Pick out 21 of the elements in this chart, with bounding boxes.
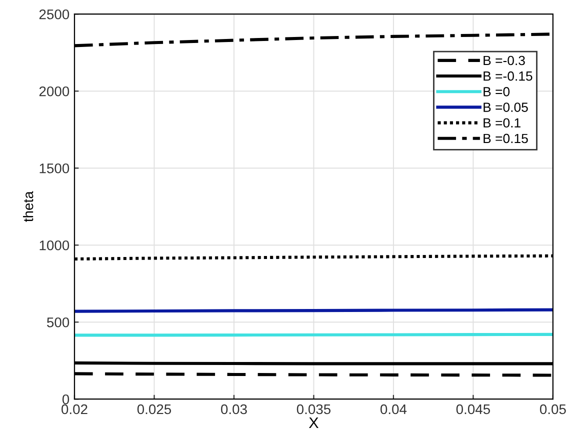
legend-label: B =0.15 — [484, 134, 528, 144]
legend-label: B =-0.3 — [484, 56, 525, 66]
legend-label: B =-0.15 — [484, 71, 532, 81]
y-tick-label: 1500 — [40, 163, 70, 174]
y-tick-label: 2500 — [39, 9, 70, 20]
x-axis-title: X — [308, 417, 318, 428]
legend-label: B =0.1 — [484, 118, 520, 128]
legend-label: B =0.05 — [484, 102, 528, 112]
x-tick-label: 0.02 — [62, 404, 88, 414]
y-tick-label: 0 — [62, 394, 70, 404]
y-tick-label: 500 — [47, 317, 70, 328]
x-tick-label: 0.025 — [137, 404, 172, 414]
x-tick-label: 0.04 — [380, 404, 407, 414]
y-tick-label: 1000 — [40, 240, 70, 250]
y-tick-label: 2000 — [39, 86, 70, 96]
x-tick-label: 0.05 — [540, 404, 566, 414]
legend-label: B =0 — [484, 87, 510, 96]
y-axis-title: theta — [23, 191, 34, 222]
x-tick-label: 0.045 — [456, 404, 490, 414]
x-tick-label: 0.03 — [221, 404, 247, 414]
x-tick-label: 0.035 — [296, 404, 331, 414]
